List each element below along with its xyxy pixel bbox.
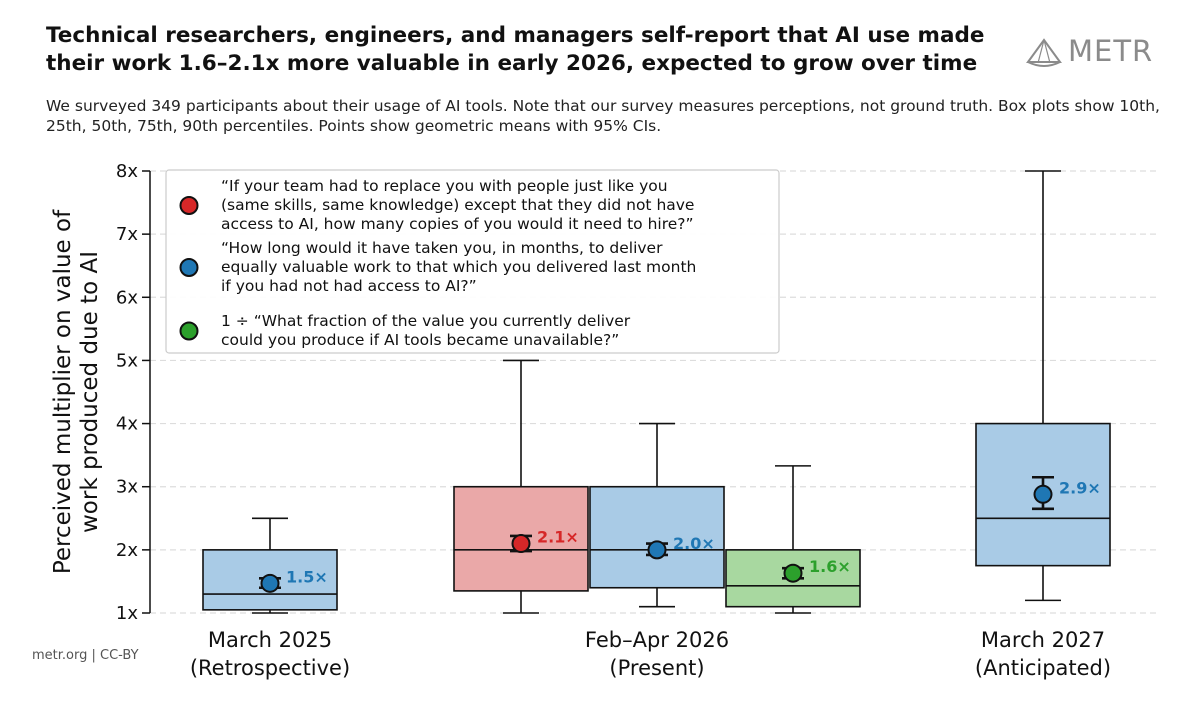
metr-logo-icon <box>1026 38 1062 67</box>
y-tick-label-2: 3x <box>116 477 138 498</box>
y-tick-label-6: 7x <box>116 224 138 245</box>
box-blue-g1-box <box>589 485 725 589</box>
y-tick-label-4: 5x <box>116 350 138 371</box>
y-tick-label-0: 1x <box>116 603 138 624</box>
mean-green-g1-point <box>783 563 803 583</box>
legend-text-red-0: “If your team had to replace you with pe… <box>221 177 668 195</box>
metr-logo[interactable]: METR <box>1024 30 1174 74</box>
logo-text: METR <box>1068 34 1154 68</box>
mean-blue-g0-label: 1.5× <box>286 567 328 586</box>
legend-marker-green <box>179 321 199 341</box>
legend-text-blue-2: if you had not had access to AI?” <box>221 277 477 295</box>
x-group-label-0-0: March 2025 <box>208 628 332 652</box>
footer-license[interactable]: metr.org | CC-BY <box>32 648 139 663</box>
x-group-label-1-1: (Present) <box>609 656 704 680</box>
legend-text-blue-1: equally valuable work to that which you … <box>221 258 696 276</box>
mean-red-g1-label: 2.1× <box>537 528 579 547</box>
mean-blue-g1-point <box>647 540 667 560</box>
legend-box <box>165 169 780 354</box>
mean-blue-g2-point <box>1033 484 1053 504</box>
mean-blue-g0-point <box>260 573 280 593</box>
mean-green-g1-label: 1.6× <box>809 557 851 576</box>
y-tick-label-7: 8x <box>116 161 138 182</box>
legend-marker-red <box>179 196 199 215</box>
x-group-label-2-1: (Anticipated) <box>975 656 1111 680</box>
y-tick-label-5: 6x <box>116 287 138 308</box>
chart-subtitle: We surveyed 349 participants about their… <box>46 97 1160 135</box>
legend-text-green-1: could you produce if AI tools became una… <box>221 331 619 349</box>
y-axis-label-line: work produced due to AI <box>77 251 103 533</box>
legend-text-red-1: (same skills, same knowledge) except tha… <box>221 196 694 214</box>
mean-red-g1-point <box>511 534 531 554</box>
legend-marker-blue <box>179 258 199 277</box>
chart-title: Technical researchers, engineers, and ma… <box>46 23 985 76</box>
legend-text-red-2: access to AI, how many copies of you wou… <box>221 215 694 233</box>
y-tick-label-3: 4x <box>116 414 138 435</box>
y-tick-label-1: 2x <box>116 540 138 561</box>
legend-text-blue-0: “How long would it have taken you, in mo… <box>221 239 663 257</box>
x-group-label-1-0: Feb–Apr 2026 <box>585 628 729 652</box>
mean-blue-g2-label: 2.9× <box>1059 478 1101 497</box>
legend-text-green-0: 1 ÷ “What fraction of the value you curr… <box>221 312 631 330</box>
mean-blue-g1-label: 2.0× <box>673 534 715 553</box>
y-axis-label-line: Perceived multiplier on value of <box>50 209 76 574</box>
x-group-label-0-1: (Retrospective) <box>190 656 350 680</box>
x-group-label-2-0: March 2027 <box>981 628 1105 652</box>
y-axis-label: Perceived multiplier on value ofwork pro… <box>50 209 103 574</box>
